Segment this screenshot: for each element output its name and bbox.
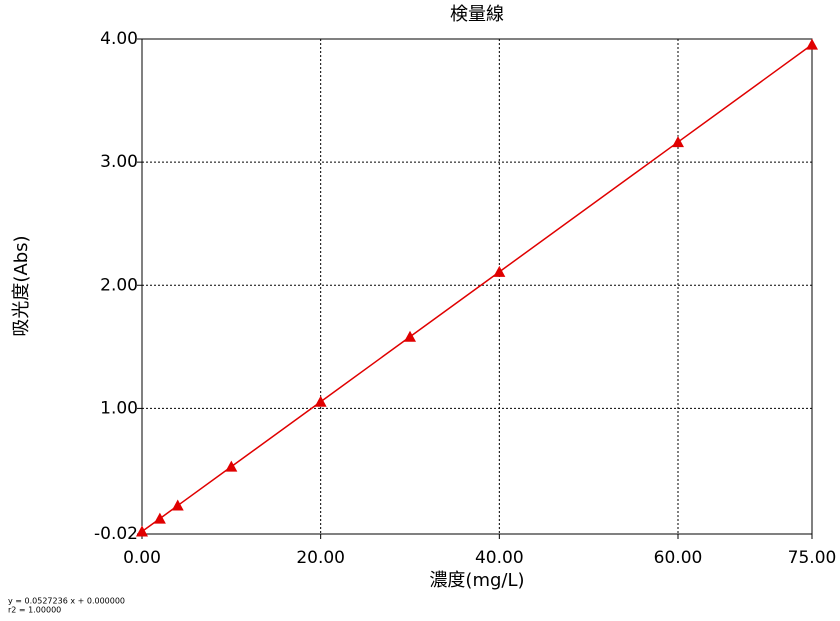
annotation: y = 0.0527236 x + 0.000000 (8, 597, 125, 606)
annotation: r2 = 1.00000 (8, 606, 61, 615)
data-point (136, 525, 148, 537)
chart-title: 検量線 (450, 4, 504, 25)
x-tick-label: 75.00 (788, 548, 837, 568)
data-point (171, 499, 184, 511)
data-point (225, 460, 238, 472)
y-tick-label: 4.00 (100, 29, 138, 49)
data-point (404, 330, 416, 342)
y-axis-label: 吸光度(Abs) (11, 235, 32, 336)
y-tick-label: 1.00 (100, 398, 138, 418)
data-point (314, 395, 327, 407)
y-tick-label: 3.00 (100, 152, 138, 172)
data-line (141, 44, 813, 533)
plot-frame (141, 38, 813, 535)
data-point (806, 38, 818, 50)
x-tick-label: 60.00 (654, 548, 703, 568)
x-tick-label: 20.00 (296, 548, 345, 568)
x-tick-label: 40.00 (475, 548, 524, 568)
x-axis-label: 濃度(mg/L) (429, 570, 524, 591)
data-point (672, 136, 684, 148)
data-point (153, 512, 166, 524)
y-tick-label: 2.00 (100, 275, 138, 295)
y-tick-label: -0.02 (94, 524, 138, 544)
data-point (493, 265, 506, 277)
x-tick-label: 0.00 (123, 548, 161, 568)
